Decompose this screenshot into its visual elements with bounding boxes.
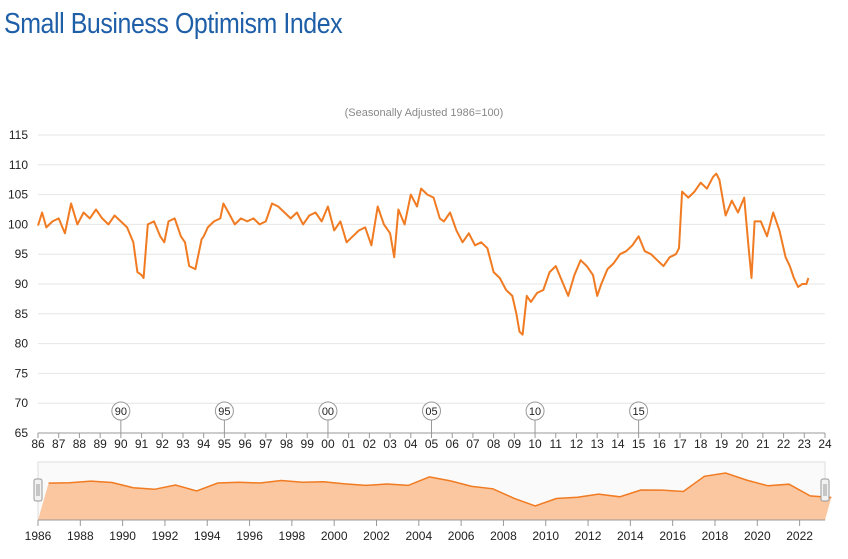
x-tick-label: 04 xyxy=(404,437,418,451)
x-tick-label: 99 xyxy=(301,437,315,451)
navigator-tick-label: 1998 xyxy=(279,529,306,543)
y-tick-label: 105 xyxy=(8,188,28,202)
flags: 90 95 00 05 10 15 xyxy=(111,401,649,433)
y-tick-label: 115 xyxy=(9,128,28,142)
grid xyxy=(38,134,825,434)
flag-marker xyxy=(422,401,441,421)
series-layer xyxy=(37,172,810,336)
chart-subtitle: (Seasonally Adjusted 1986=100) xyxy=(345,107,504,119)
navigator-tick-label: 2012 xyxy=(575,529,602,543)
navigator-tick-label: 2002 xyxy=(363,529,390,543)
navigator-tick-label: 2014 xyxy=(617,529,644,543)
navigator-line xyxy=(48,472,832,507)
y-tick-label: 80 xyxy=(15,337,29,351)
flag-marker xyxy=(318,401,338,421)
x-tick-label: 01 xyxy=(342,437,356,451)
x-tick-label: 98 xyxy=(280,437,294,451)
navigator-tick-label: 2006 xyxy=(448,529,475,543)
x-tick-label: 93 xyxy=(176,437,190,451)
x-tick-label: 13 xyxy=(591,437,605,451)
x-tick-label: 17 xyxy=(673,437,687,451)
x-tick-label: 87 xyxy=(52,437,66,451)
navigator-tick-label: 2022 xyxy=(786,529,813,543)
navigator[interactable]: 1986 1988 1990 1992 1994 1996 1998 2000 2002 2004… xyxy=(25,461,832,543)
x-tick-label: 95 xyxy=(218,437,232,451)
y-axis: 65 70 75 80 85 90 95 100 105 110 115 xyxy=(8,128,28,440)
x-tick-label: 00 xyxy=(321,437,335,451)
y-tick-label: 65 xyxy=(15,426,29,440)
x-axis: 86 87 88 89 90 91 92 93 94 95 96 97 98 99 00 01 02 03 04 05… xyxy=(31,433,832,451)
flag-label: 05 xyxy=(425,406,437,418)
y-tick-label: 70 xyxy=(15,396,29,410)
navigator-tick-label: 2020 xyxy=(744,529,771,543)
navigator-tick-label: 2018 xyxy=(702,529,729,543)
x-tick-label: 23 xyxy=(798,437,812,451)
flag-label: 90 xyxy=(115,406,127,418)
x-tick-label: 03 xyxy=(383,437,397,451)
x-tick-label: 02 xyxy=(363,437,377,451)
navigator-tick-label: 1986 xyxy=(25,529,52,543)
x-tick-label: 86 xyxy=(31,437,45,451)
navigator-tick-label: 2000 xyxy=(321,529,348,543)
navigator-handle-left[interactable] xyxy=(33,478,43,502)
x-tick-label: 96 xyxy=(238,437,252,451)
x-tick-label: 94 xyxy=(197,437,211,451)
navigator-tick-label: 2016 xyxy=(659,529,686,543)
y-tick-label: 90 xyxy=(15,277,29,291)
flag-marker xyxy=(525,401,545,421)
y-tick-label: 95 xyxy=(15,247,29,261)
x-tick-label: 09 xyxy=(508,437,522,451)
navigator-tick-label: 1992 xyxy=(152,529,179,543)
x-tick-label: 05 xyxy=(425,437,439,451)
flag-marker xyxy=(629,401,649,421)
x-tick-label: 89 xyxy=(93,437,107,451)
y-tick-label: 85 xyxy=(15,307,29,321)
x-tick-label: 18 xyxy=(694,437,708,451)
page-title: Small Business Optimism Index xyxy=(4,8,343,40)
x-tick-label: 14 xyxy=(611,437,625,451)
x-tick-label: 11 xyxy=(550,437,563,451)
navigator-tick-label: 1994 xyxy=(194,529,221,543)
flag-label: 15 xyxy=(632,406,644,418)
flag-marker xyxy=(214,401,234,421)
x-tick-label: 15 xyxy=(632,437,646,451)
navigator-tick-label: 1988 xyxy=(67,529,94,543)
x-tick-label: 07 xyxy=(466,437,480,451)
x-tick-label: 10 xyxy=(528,437,542,451)
y-tick-label: 100 xyxy=(8,217,28,231)
flag-marker xyxy=(111,401,131,421)
x-tick-label: 19 xyxy=(715,437,729,451)
y-tick-label: 110 xyxy=(9,158,28,172)
x-tick-label: 92 xyxy=(156,437,170,451)
x-tick-label: 20 xyxy=(735,437,749,451)
navigator-tick-label: 2008 xyxy=(490,529,517,543)
x-tick-label: 22 xyxy=(777,437,791,451)
x-tick-label: 91 xyxy=(135,437,149,451)
y-tick-label: 75 xyxy=(15,366,29,380)
navigator-tick-label: 1990 xyxy=(109,529,136,543)
navigator-tick-label: 2004 xyxy=(405,529,432,543)
x-tick-label: 97 xyxy=(259,437,273,451)
x-tick-label: 24 xyxy=(818,437,832,451)
flag-label: 10 xyxy=(529,406,541,418)
navigator-handle-right[interactable] xyxy=(820,478,830,502)
x-tick-label: 12 xyxy=(570,437,584,451)
x-tick-label: 88 xyxy=(73,437,87,451)
flag-label: 95 xyxy=(218,406,230,418)
x-tick-label: 21 xyxy=(756,437,770,451)
navigator-tick-label: 2010 xyxy=(532,529,559,543)
x-tick-label: 90 xyxy=(114,437,128,451)
series-line xyxy=(37,172,810,336)
x-tick-label: 16 xyxy=(653,437,667,451)
x-tick-label: 08 xyxy=(487,437,501,451)
navigator-area xyxy=(38,473,832,520)
flag-label: 00 xyxy=(322,406,334,418)
navigator-tick-label: 1996 xyxy=(236,529,263,543)
x-tick-label: 06 xyxy=(446,437,460,451)
